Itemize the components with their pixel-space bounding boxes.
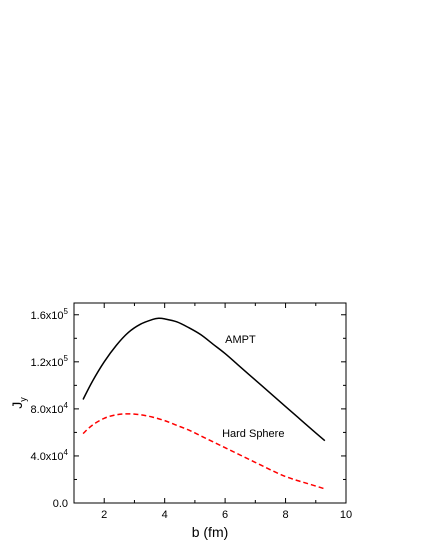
y-tick-label: 8.0x104	[31, 401, 69, 416]
x-tick-label: 10	[340, 509, 352, 521]
x-axis-title: b (fm)	[192, 524, 229, 540]
y-tick-label: 1.6x105	[31, 307, 69, 322]
series-lines	[82, 317, 326, 490]
x-tick-label: 2	[101, 509, 107, 521]
x-tick-label: 4	[162, 509, 168, 521]
axis-ticks	[73, 303, 347, 504]
y-tick-label: 1.2x105	[31, 354, 69, 369]
plot-frame	[73, 302, 347, 504]
y-axis-title: Jy	[9, 397, 28, 409]
y-tick-labels: 0.0 4.0x104 8.0x104 1.2x105 1.6x105	[31, 307, 69, 510]
annotation-label: Hard Sphere	[222, 428, 284, 440]
x-tick-labels: 2 4 6 8 10	[101, 509, 352, 521]
annotation-label: AMPT	[225, 334, 256, 346]
y-tick-label: 4.0x104	[31, 448, 69, 463]
annotations: AMPT Hard Sphere	[222, 334, 284, 440]
series-line-hard-sphere	[82, 413, 326, 490]
x-tick-label: 8	[282, 509, 288, 521]
x-tick-label: 6	[222, 509, 228, 521]
series-line-ampt	[82, 317, 326, 442]
y-tick-label: 0.0	[53, 498, 68, 510]
